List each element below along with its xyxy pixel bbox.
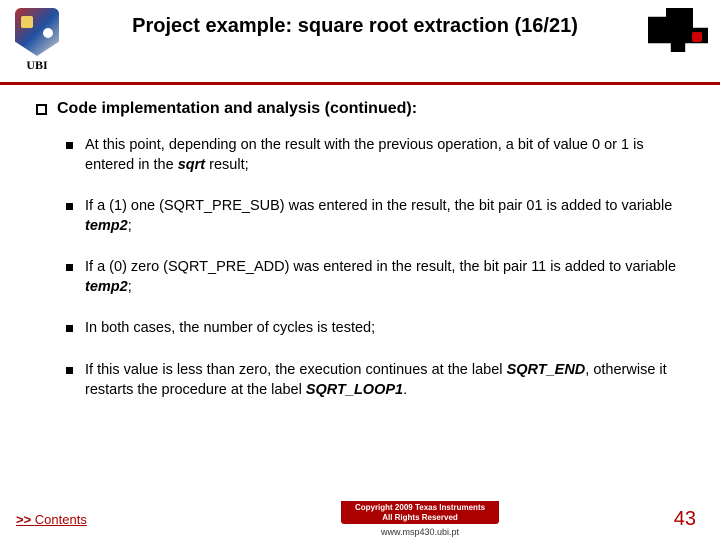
footer-url: www.msp430.ubi.pt <box>200 527 640 537</box>
bullet-text: If a (1) one (SQRT_PRE_SUB) was entered … <box>85 197 684 236</box>
list-item: In both cases, the number of cycles is t… <box>66 319 684 339</box>
slide-title: Project example: square root extraction … <box>62 8 648 39</box>
ubi-label: UBI <box>26 58 47 73</box>
list-item: If a (0) zero (SQRT_PRE_ADD) was entered… <box>66 258 684 297</box>
bullet-text: If this value is less than zero, the exe… <box>85 361 684 400</box>
copyright-block: Copyright 2009 Texas Instruments All Rig… <box>200 501 640 537</box>
square-bullet-icon <box>66 142 73 149</box>
slide-footer: >> Contents Copyright 2009 Texas Instrum… <box>0 498 720 540</box>
list-item: If this value is less than zero, the exe… <box>66 361 684 400</box>
section-heading: Code implementation and analysis (contin… <box>57 100 417 118</box>
ubi-crest-icon <box>15 8 59 56</box>
list-item: At this point, depending on the result w… <box>66 136 684 175</box>
contents-link-label: Contents <box>35 512 87 527</box>
bullet-text: At this point, depending on the result w… <box>85 136 684 175</box>
square-bullet-icon <box>66 325 73 332</box>
texas-instruments-logo-icon <box>648 8 708 52</box>
page-number: 43 <box>640 508 720 531</box>
chevron-right-icon: >> <box>16 512 35 527</box>
square-bullet-icon <box>66 203 73 210</box>
contents-link[interactable]: >> Contents <box>0 512 200 527</box>
section-heading-row: Code implementation and analysis (contin… <box>36 100 684 118</box>
bullet-text: If a (0) zero (SQRT_PRE_ADD) was entered… <box>85 258 684 297</box>
ubi-logo-block: UBI <box>12 8 62 73</box>
slide-header: UBI Project example: square root extract… <box>0 0 720 82</box>
square-bullet-icon <box>66 367 73 374</box>
list-item: If a (1) one (SQRT_PRE_SUB) was entered … <box>66 197 684 236</box>
slide-body: Code implementation and analysis (contin… <box>0 82 720 400</box>
hollow-square-bullet-icon <box>36 104 47 115</box>
bullet-text: In both cases, the number of cycles is t… <box>85 319 684 339</box>
bullet-list: At this point, depending on the result w… <box>36 136 684 400</box>
copyright-box: Copyright 2009 Texas Instruments All Rig… <box>341 501 499 524</box>
square-bullet-icon <box>66 264 73 271</box>
header-divider <box>0 82 720 85</box>
